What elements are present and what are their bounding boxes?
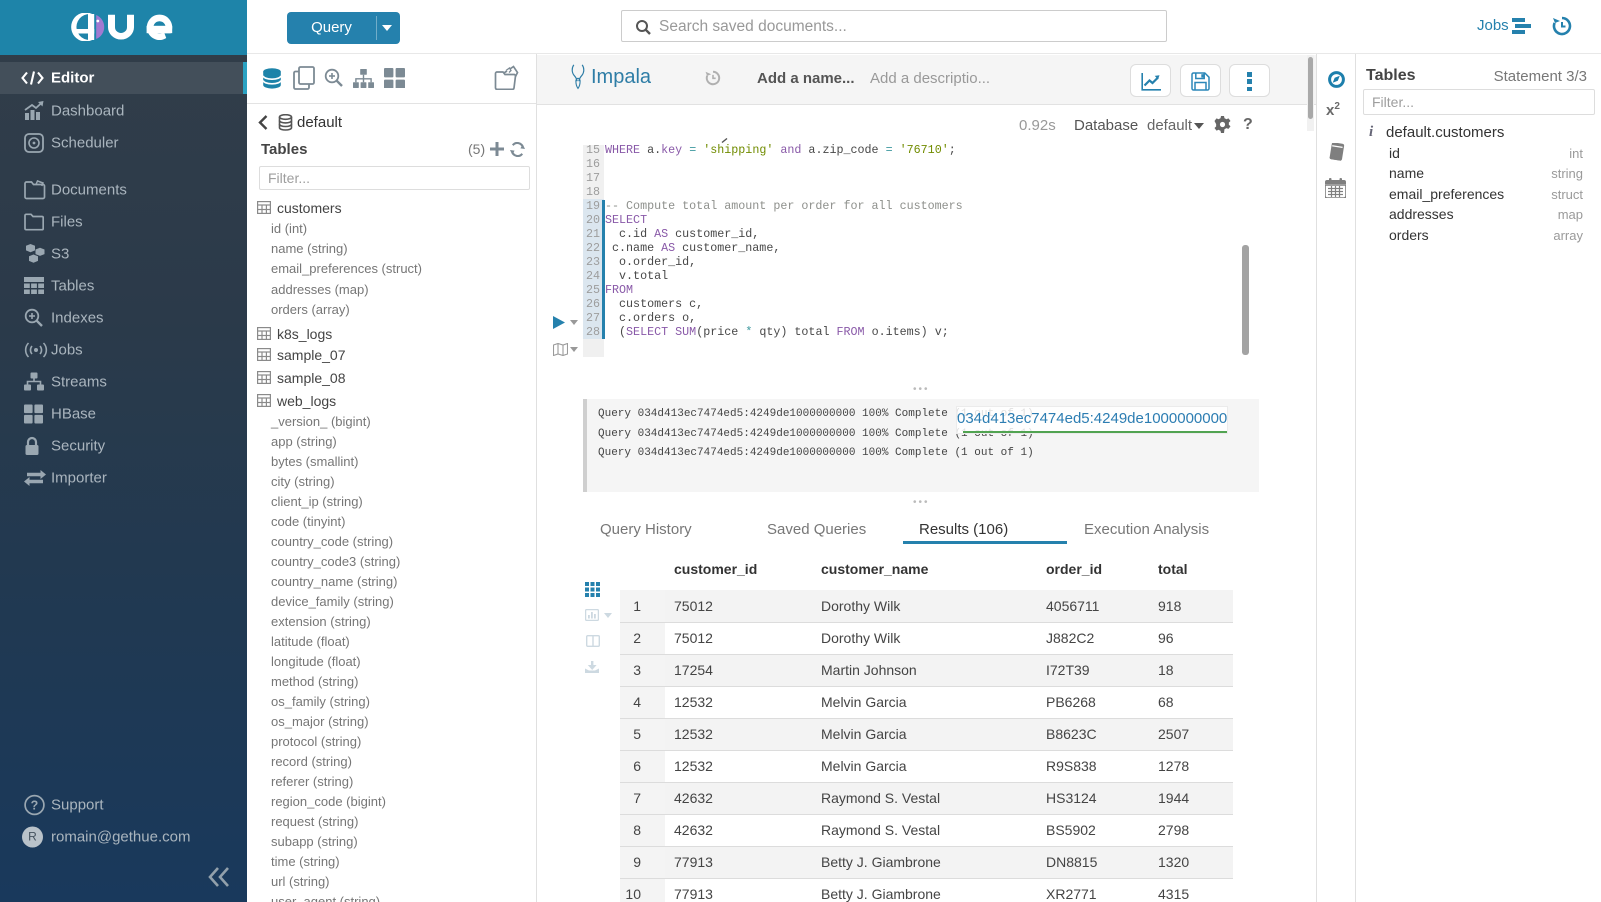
svg-text:?: ? <box>31 799 39 813</box>
